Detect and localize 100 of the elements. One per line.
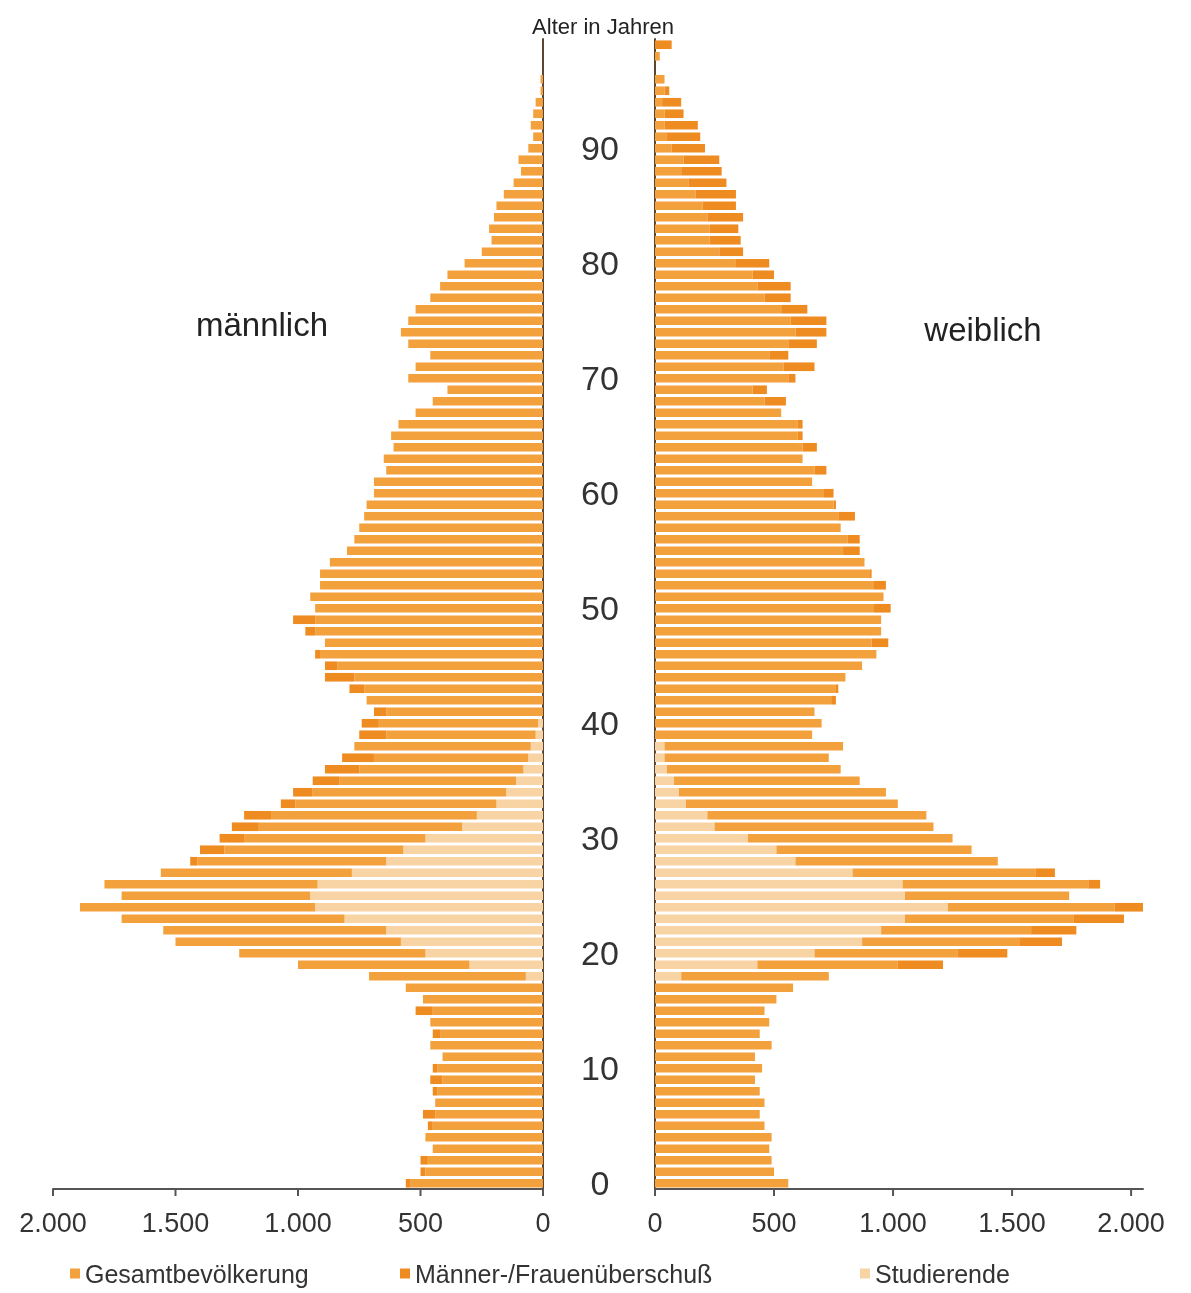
bar <box>655 408 782 418</box>
bar <box>298 960 470 970</box>
x-tick-label: 1.000 <box>264 1207 332 1238</box>
bar <box>366 500 543 510</box>
bar <box>655 373 789 383</box>
bar <box>904 891 1070 901</box>
bar <box>655 1086 760 1096</box>
bar <box>655 534 848 544</box>
bar <box>797 419 803 429</box>
y-tick-label: 90 <box>581 129 619 168</box>
bar <box>425 1167 543 1177</box>
bar <box>121 914 345 924</box>
bar <box>373 707 387 717</box>
bar <box>121 891 311 901</box>
bar <box>655 983 794 993</box>
bar <box>293 615 316 625</box>
bar <box>530 120 543 130</box>
bar <box>513 178 543 188</box>
bar <box>655 155 684 165</box>
bar <box>681 166 722 176</box>
bar <box>280 799 296 809</box>
bar <box>435 1109 543 1119</box>
y-tick-label: 20 <box>581 934 619 973</box>
bar <box>655 1155 772 1165</box>
bar <box>386 707 543 717</box>
bar <box>655 1121 765 1131</box>
bar <box>315 626 543 636</box>
bar <box>902 879 1089 889</box>
bar <box>655 592 884 602</box>
bar <box>337 661 543 671</box>
bar <box>489 224 543 234</box>
bar <box>655 557 865 567</box>
bar <box>655 120 665 130</box>
bar <box>671 143 705 153</box>
bar <box>655 350 770 360</box>
y-tick-label: 0 <box>590 1164 610 1203</box>
bar <box>415 304 543 314</box>
bar <box>814 948 958 958</box>
bar <box>1088 879 1101 889</box>
bar <box>518 155 543 165</box>
bar <box>239 948 426 958</box>
bar <box>244 810 272 820</box>
bar <box>354 672 543 682</box>
y-tick-label: 30 <box>581 819 619 858</box>
bar <box>871 638 889 648</box>
bar <box>655 316 791 326</box>
bar <box>655 212 708 222</box>
bar <box>503 189 543 199</box>
bar <box>655 1167 775 1177</box>
bar <box>714 822 934 832</box>
bar <box>838 511 855 521</box>
bar <box>764 293 791 303</box>
bar <box>354 741 531 751</box>
bar <box>655 707 815 717</box>
bar <box>427 1155 543 1165</box>
bar <box>874 580 886 590</box>
bar <box>481 247 543 257</box>
bar <box>437 1086 543 1096</box>
bar <box>797 431 803 441</box>
bar <box>666 764 841 774</box>
bar <box>293 787 313 797</box>
bar <box>655 178 689 188</box>
bar <box>533 132 543 142</box>
bar <box>523 764 543 774</box>
bar <box>528 143 543 153</box>
bar <box>655 971 682 981</box>
bar <box>655 143 672 153</box>
bar <box>447 270 543 280</box>
bar <box>398 419 543 429</box>
bar <box>442 1052 543 1062</box>
bar <box>361 718 379 728</box>
bar <box>349 684 365 694</box>
bar <box>163 925 387 935</box>
bar <box>664 109 684 119</box>
bar <box>359 730 387 740</box>
bar <box>369 971 526 981</box>
bar <box>655 684 836 694</box>
bar <box>520 166 543 176</box>
bar <box>432 396 543 406</box>
bar <box>655 994 777 1004</box>
bar <box>378 718 539 728</box>
bar <box>655 902 948 912</box>
bar <box>655 339 789 349</box>
bar <box>655 649 877 659</box>
bar <box>655 730 813 740</box>
bar <box>747 833 953 843</box>
bar <box>852 868 1036 878</box>
bar <box>351 868 543 878</box>
bar <box>420 1155 428 1165</box>
bar <box>655 603 874 613</box>
bar <box>655 1109 760 1119</box>
bar <box>655 569 870 579</box>
bar <box>469 960 543 970</box>
bar <box>432 1144 543 1154</box>
bar <box>386 925 543 935</box>
bar <box>197 856 387 866</box>
bar <box>655 201 703 211</box>
x-tick-label: 2.000 <box>1097 1207 1165 1238</box>
bar <box>655 891 905 901</box>
bar <box>175 937 401 947</box>
